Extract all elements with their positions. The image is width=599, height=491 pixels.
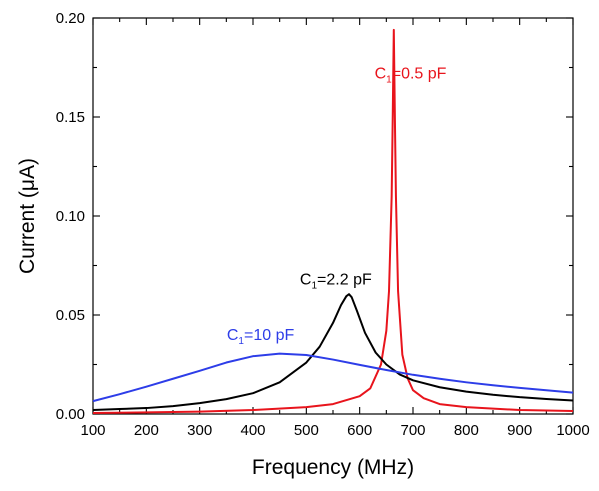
plot-frame [92,17,574,415]
y-tick-label: 0.15 [56,109,85,126]
x-tick-label: 400 [240,422,265,439]
y-tick-labels: 0.00 0.05 0.10 0.15 0.20 [56,10,85,423]
annotation-value: =0.5 pF [392,65,447,82]
x-tick-label: 500 [294,422,319,439]
annotation-value: =2.2 pF [317,272,372,289]
x-tick-labels: 100 200 300 400 500 600 700 800 900 1000 [80,422,589,439]
x-tick-label: 700 [400,422,425,439]
series-annotation-1: C1=0.5 pF [375,65,447,85]
annotation-symbol: C [227,327,239,344]
annotation-subscript: 1 [238,336,244,347]
x-tick-label: 300 [187,422,212,439]
series-annotation-2: C1=2.2 pF [300,272,372,292]
x-tick-label: 800 [454,422,479,439]
y-axis-title-main: Current ( [16,191,39,274]
x-tick-label: 200 [134,422,159,439]
annotation-symbol: C [300,272,312,289]
y-axis-title-close: ) [16,158,39,165]
annotation-subscript: 1 [386,74,392,85]
series-line-2 [92,293,574,412]
axis-ticks [92,17,574,415]
x-tick-label: 600 [347,422,372,439]
annotation-value: =10 pF [244,327,294,344]
annotation-subscript: 1 [311,281,317,292]
y-tick-label: 0.00 [56,406,85,423]
y-axis-title-unit: μA [16,165,39,191]
y-axis-title: Current (μA) [16,158,39,274]
y-tick-label: 0.10 [56,208,85,225]
x-axis-title: Frequency (MHz) [252,456,414,479]
y-tick-label: 0.20 [56,10,85,27]
x-tick-label: 900 [507,422,532,439]
x-tick-label: 100 [80,422,105,439]
y-tick-label: 0.05 [56,307,85,324]
x-tick-label: 1000 [556,422,589,439]
series-annotation-3: C1=10 pF [227,327,295,347]
annotation-symbol: C [375,65,387,82]
series-line-3 [92,352,574,403]
series-line-1 [92,28,574,415]
series-lines [92,28,574,415]
